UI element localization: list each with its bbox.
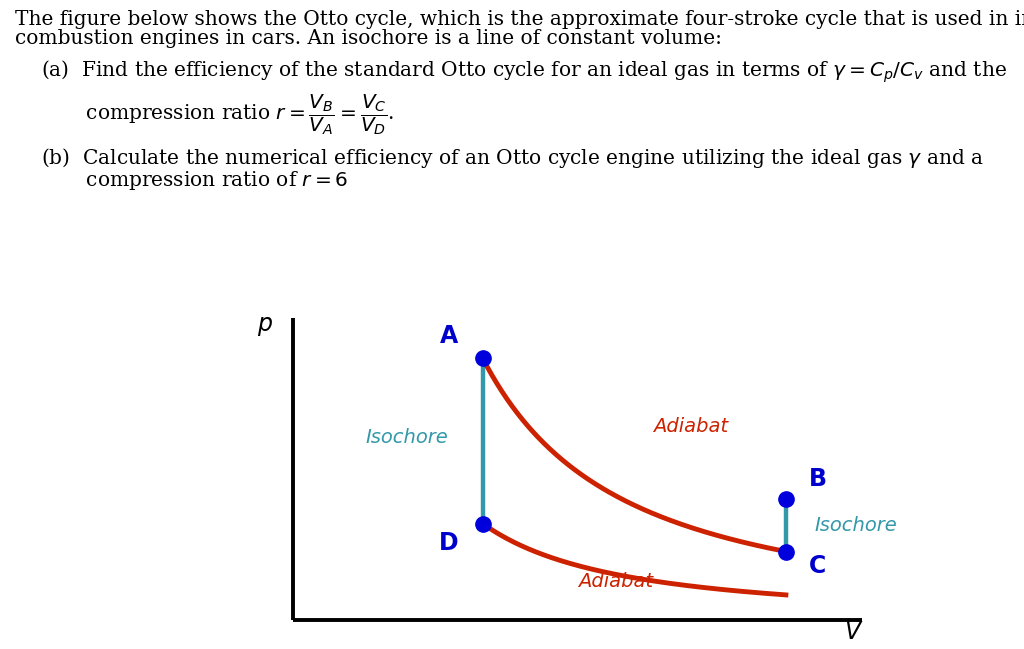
Text: Isochore: Isochore: [814, 515, 897, 535]
Text: (b)  Calculate the numerical efficiency of an Otto cycle engine utilizing the id: (b) Calculate the numerical efficiency o…: [41, 146, 984, 170]
Text: The figure below shows the Otto cycle, which is the approximate four-stroke cycl: The figure below shows the Otto cycle, w…: [15, 10, 1024, 29]
Text: compression ratio $r = \dfrac{V_B}{V_A} = \dfrac{V_C}{V_D}$.: compression ratio $r = \dfrac{V_B}{V_A} …: [41, 92, 394, 137]
Text: A: A: [439, 324, 458, 348]
Text: V: V: [844, 620, 860, 644]
Text: compression ratio of $r = 6$: compression ratio of $r = 6$: [41, 169, 348, 191]
Text: C: C: [809, 554, 826, 578]
Text: p: p: [257, 312, 272, 336]
Text: Adiabat: Adiabat: [578, 572, 653, 591]
Text: Adiabat: Adiabat: [653, 417, 728, 436]
Text: D: D: [438, 531, 458, 555]
Text: B: B: [809, 467, 826, 491]
Text: combustion engines in cars. An isochore is a line of constant volume:: combustion engines in cars. An isochore …: [15, 29, 722, 48]
Text: Isochore: Isochore: [366, 428, 449, 447]
Text: (a)  Find the efficiency of the standard Otto cycle for an ideal gas in terms of: (a) Find the efficiency of the standard …: [41, 58, 1007, 85]
